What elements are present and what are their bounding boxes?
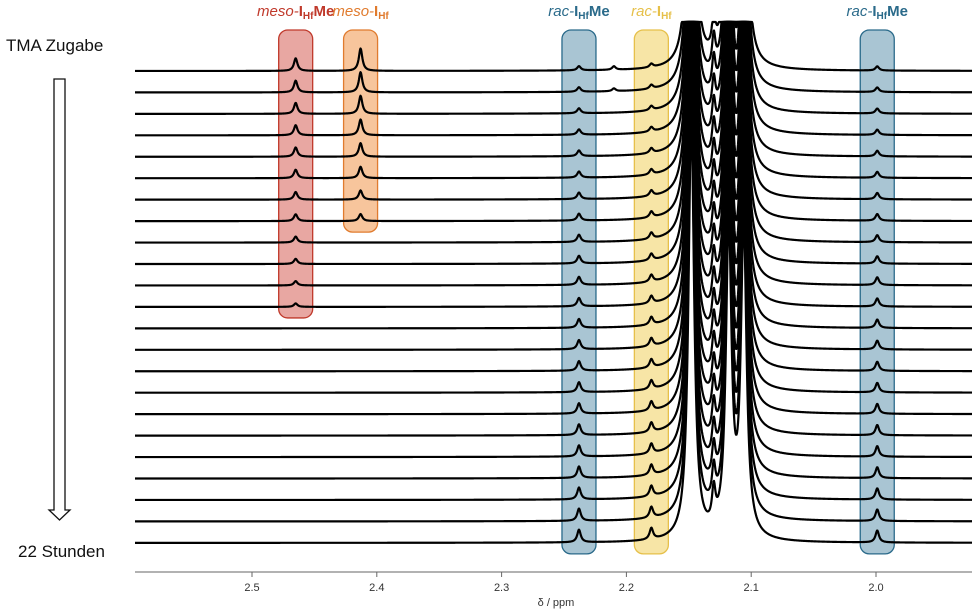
spectrum-trace (134, 20, 973, 309)
region-label-symbol: I (872, 3, 877, 20)
spectrum-trace (134, 20, 973, 73)
region-label-suffix: Me (588, 3, 610, 20)
region-label: rac-IHf (631, 3, 672, 22)
highlight-region (278, 29, 314, 319)
region-label: meso-IHf (332, 3, 388, 22)
end-time-label: 22 Stunden (18, 542, 105, 561)
spectrum-trace (134, 20, 973, 373)
region-label: rac-IHfMe (847, 3, 908, 22)
spectrum-trace (134, 76, 973, 502)
region-label-suffix: Me (887, 3, 908, 20)
spectrum-trace (134, 20, 973, 201)
x-tick-label: 2.3 (494, 582, 509, 594)
region-label-symbol: I (374, 3, 379, 20)
spectrum-trace (134, 119, 973, 544)
region-label-prefix: rac- (631, 3, 657, 20)
region-label-symbol: I (656, 3, 662, 20)
x-axis: δ / ppm 2.5 2.4 2.3 2.2 2.1 2.0 (135, 571, 972, 609)
spectrum-trace (134, 20, 973, 351)
spectrum-trace (134, 20, 973, 394)
highlight-region (342, 29, 379, 233)
region-label-prefix: meso- (257, 3, 299, 20)
spectrum-trace (134, 20, 973, 437)
region-label-subscript: Hf (876, 11, 888, 22)
region-label-prefix: meso- (332, 3, 375, 20)
region-label-symbol: I (574, 3, 579, 20)
region-label-subscript: Hf (378, 11, 389, 22)
highlight-regions (278, 29, 895, 555)
spectrum-trace (134, 33, 973, 459)
highlight-region (561, 29, 597, 555)
spectrum-trace (134, 20, 973, 223)
spectrum-trace (134, 20, 973, 180)
highlight-region (633, 29, 670, 555)
region-label-suffix: Me (313, 3, 335, 20)
region-label-prefix: rac- (548, 3, 575, 20)
spectrum-trace (134, 20, 973, 158)
x-tick-label: 2.2 (619, 582, 634, 594)
x-tick-label: 2.1 (744, 582, 759, 594)
start-time-label: TMA Zugabe (6, 36, 104, 55)
spectra-stack (134, 20, 973, 544)
spectrum-trace (134, 20, 973, 94)
x-tick-label: 2.4 (369, 582, 384, 594)
spectrum-trace (134, 20, 973, 244)
down-arrow-icon (47, 78, 72, 521)
region-label-subscript: Hf (661, 11, 672, 22)
x-axis-label: δ / ppm (538, 597, 575, 609)
x-tick-label: 2.0 (868, 582, 883, 594)
region-label-subscript: Hf (302, 11, 314, 22)
region-label: meso-IHfMe (257, 3, 334, 22)
spectrum-trace (134, 20, 973, 330)
x-tick-label: 2.5 (244, 582, 259, 594)
highlight-region (859, 29, 895, 555)
spectrum-trace (134, 54, 973, 480)
spectrum-trace (134, 20, 973, 416)
region-label-subscript: Hf (578, 11, 589, 22)
time-arrow (47, 78, 72, 521)
spectrum-trace (134, 20, 973, 266)
spectrum-trace (134, 20, 973, 115)
region-label-prefix: rac- (846, 3, 873, 20)
region-label-symbol: I (298, 3, 303, 20)
spectrum-trace (134, 20, 973, 287)
region-label: rac-IHfMe (548, 3, 609, 22)
spectrum-trace (134, 97, 973, 523)
spectrum-trace (134, 20, 973, 137)
